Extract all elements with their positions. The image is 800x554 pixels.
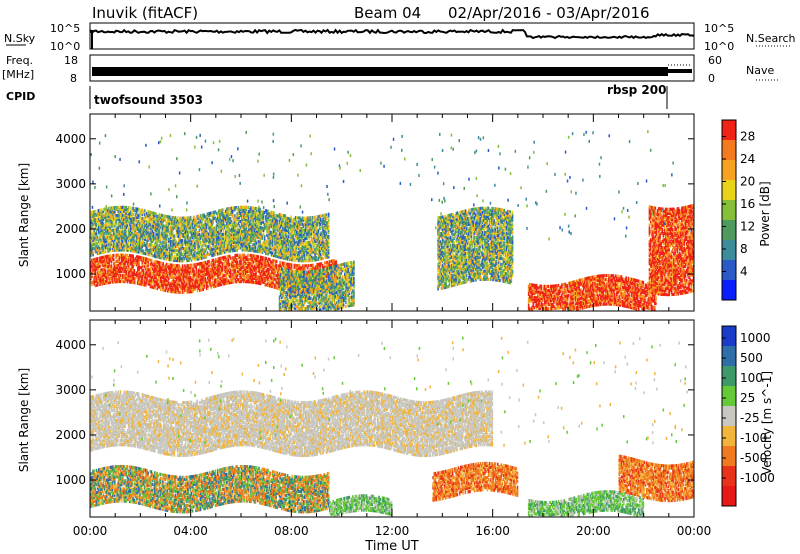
noise-left-tick-top: 10^5 <box>50 22 80 35</box>
cpid-panel: CPID twofsound 3503 rbsp 200 <box>6 83 667 109</box>
freq-left-tick-top: 18 <box>64 54 78 67</box>
noise-panel-frame <box>90 23 694 49</box>
power-cell <box>128 206 130 209</box>
power-cell <box>92 251 94 254</box>
power-cell <box>113 254 115 257</box>
power-cell <box>99 265 101 268</box>
power-cell <box>193 269 195 272</box>
power-cell <box>97 257 99 260</box>
cpid-label: CPID <box>6 90 35 103</box>
freq-band-tail <box>668 69 692 73</box>
freq-band <box>92 67 668 76</box>
power-cell <box>111 264 113 267</box>
power-cell <box>279 261 281 264</box>
power-cell <box>113 258 115 261</box>
site-title: Inuvik (fitACF) <box>92 4 198 22</box>
freq-left-label-2: [MHz] <box>2 68 34 81</box>
power-cell <box>291 263 293 266</box>
noise-right-tick-top: 10^5 <box>704 22 734 35</box>
power-cells <box>90 130 694 311</box>
power-cell <box>313 264 315 267</box>
freq-left-tick-bottom: 8 <box>70 72 77 85</box>
freq-right-tick-bottom: 0 <box>708 72 715 85</box>
noise-left-label: N.Sky <box>4 32 36 45</box>
cpid-mode-1: twofsound 3503 <box>94 93 203 107</box>
power-cell <box>143 269 145 272</box>
date-range: 02/Apr/2016 - 03/Apr/2016 <box>448 4 650 22</box>
power-cell <box>97 236 99 239</box>
noise-panel: N.Sky 10^5 10^0 10^5 10^0 N.Search <box>4 22 796 53</box>
power-cell <box>230 257 232 260</box>
freq-panel: Freq. [MHz] 18 8 60 0 Nave <box>2 54 778 85</box>
power-cell <box>134 269 136 272</box>
power-cell <box>336 260 338 263</box>
power-cell <box>95 210 97 213</box>
power-cell <box>180 291 182 294</box>
power-cell <box>247 254 249 257</box>
power-cell <box>276 260 278 263</box>
power-cell <box>262 256 264 259</box>
power-cell <box>205 277 207 280</box>
cpid-mode-2: rbsp 200 <box>607 83 666 97</box>
power-cell <box>258 255 260 258</box>
power-cell <box>135 281 137 284</box>
power-cell <box>151 259 153 262</box>
power-cell <box>105 269 107 272</box>
power-cell <box>207 285 209 288</box>
power-cell <box>126 230 128 233</box>
power-cell <box>162 262 164 265</box>
power-cell <box>132 255 134 258</box>
noise-sky-line <box>90 30 694 38</box>
power-cell <box>191 264 193 267</box>
freq-right-tick-top: 60 <box>708 54 722 67</box>
freq-right-label: Nave <box>746 64 774 77</box>
noise-left-tick-bottom: 10^0 <box>50 40 80 53</box>
power-cell <box>208 260 210 263</box>
beam-label: Beam 04 <box>354 4 421 22</box>
noise-right-label: N.Search <box>746 32 796 45</box>
noise-right-tick-bottom: 10^0 <box>704 40 734 53</box>
freq-left-label-1: Freq. <box>6 54 33 67</box>
